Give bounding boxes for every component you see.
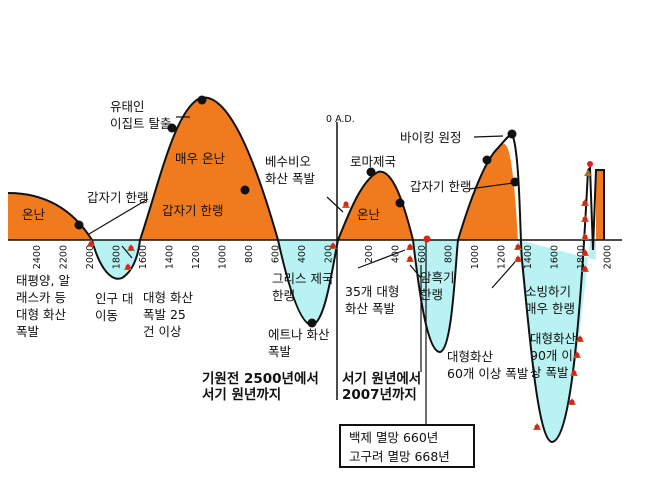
info-box: 백제 멸망 660년 고구려 멸망 668년 bbox=[339, 424, 475, 468]
volcano-60-label: 대형화산 60개 이상 폭발 bbox=[447, 349, 529, 381]
bc-tick-label: 200 bbox=[324, 245, 335, 263]
ad-tick-label: 1600 bbox=[550, 245, 561, 269]
cold-area-3 bbox=[413, 240, 458, 352]
bc-tick-label: 1000 bbox=[218, 245, 229, 269]
big-volcano-25-label: 대형 화산 폭발 25 건 이상 bbox=[143, 290, 193, 339]
ad-tick-label: 200 bbox=[364, 245, 375, 263]
bc-tick-label: 2200 bbox=[59, 245, 70, 269]
bc-tick-label: 2400 bbox=[32, 245, 43, 269]
warm-label-2: 온난 bbox=[357, 207, 381, 222]
warm-area-5 bbox=[596, 170, 604, 240]
ad-tick-label: 800 bbox=[444, 245, 455, 263]
migration-label: 인구 대 이동 bbox=[95, 291, 133, 323]
cold-area-2 bbox=[278, 240, 338, 325]
abrupt-cold-label-1: 갑자기 한랭 bbox=[87, 190, 148, 205]
bc-tick-label: 400 bbox=[297, 245, 308, 263]
etna-label: 에트나 화산 폭발 bbox=[268, 327, 330, 359]
curve-dot bbox=[507, 129, 517, 139]
ad-tick-label: 600 bbox=[417, 245, 428, 263]
ad-tick-label: 2000 bbox=[603, 245, 614, 269]
bc-phase-label: 기원전 2500년에서 서기 원년까지 bbox=[202, 370, 319, 403]
viking-label: 바이킹 원정 bbox=[400, 130, 461, 145]
ad-tick-label: 1200 bbox=[497, 245, 508, 269]
annotation-arrows bbox=[88, 116, 516, 424]
ad-tick-label: 1000 bbox=[470, 245, 481, 269]
bc-tick-label: 600 bbox=[271, 245, 282, 263]
bc-tick-label: 800 bbox=[244, 245, 255, 263]
volcano-markers bbox=[87, 161, 593, 430]
abrupt-cold-label-2: 갑자기 한랭 bbox=[162, 203, 223, 218]
curve-dot bbox=[74, 220, 84, 230]
curve-dot bbox=[366, 167, 376, 177]
cold-area-4 bbox=[518, 240, 596, 442]
pacific-volcano-label: 태평양, 알 래스카 등 대형 화산 폭발 bbox=[16, 273, 70, 339]
ad-tick-labels: 200400600800100012001400160018002000 bbox=[364, 245, 614, 269]
warm-area-3 bbox=[338, 171, 413, 240]
warm-area-4 bbox=[458, 143, 518, 240]
abrupt-cold-label-3: 갑자기 한랭 bbox=[410, 179, 471, 194]
volcano-35-label: 35개 대형 화산 폭발 bbox=[345, 284, 399, 316]
ad-marker-label: 0 A.D. bbox=[326, 114, 355, 125]
very-warm-label: 매우 온난 bbox=[175, 151, 225, 166]
warm-area-1 bbox=[8, 193, 92, 240]
info-box-line-1: 백제 멸망 660년 bbox=[349, 430, 439, 445]
dark-cold-label: 암흑기 한랭 bbox=[420, 270, 455, 302]
temperature-curve bbox=[7, 96, 605, 444]
ad-tick-label: 1400 bbox=[523, 245, 534, 269]
bc-tick-label: 1200 bbox=[191, 245, 202, 269]
ad-tick-label: 1800 bbox=[576, 245, 587, 269]
curve-dot bbox=[240, 185, 250, 195]
curve-dot bbox=[395, 198, 405, 208]
warm-area-2 bbox=[140, 97, 278, 240]
curve-dot bbox=[307, 318, 317, 328]
curve-dot bbox=[510, 177, 520, 187]
info-box-line-2: 고구려 멸망 668년 bbox=[349, 449, 450, 464]
bc-tick-label: 1800 bbox=[112, 245, 123, 269]
ad-phase-label: 서기 원년에서 2007년까지 bbox=[342, 371, 421, 403]
bc-tick-labels: 2400 2200 2000 1800 1600 1400 1200 1000 800 600 40… bbox=[32, 245, 335, 269]
vesuvius-label: 베수비오 화산 폭발 bbox=[265, 154, 315, 186]
greek-cold-label: 그리스 제국 한랭 bbox=[272, 271, 333, 303]
rome-label: 로마제국 bbox=[350, 154, 396, 169]
maunder-label: 소빙하기 매우 한랭 bbox=[525, 284, 575, 316]
warm-label: 온난 bbox=[22, 207, 46, 222]
bc-tick-label: 1400 bbox=[165, 245, 176, 269]
bc-tick-label: 1600 bbox=[138, 245, 149, 269]
bc-tick-label: 2000 bbox=[85, 245, 96, 269]
curve-dot bbox=[197, 95, 207, 105]
curve-dot bbox=[482, 155, 492, 165]
curve-dot bbox=[167, 123, 177, 133]
exodus-label: 유태인 이집트 탈출 bbox=[110, 99, 171, 131]
